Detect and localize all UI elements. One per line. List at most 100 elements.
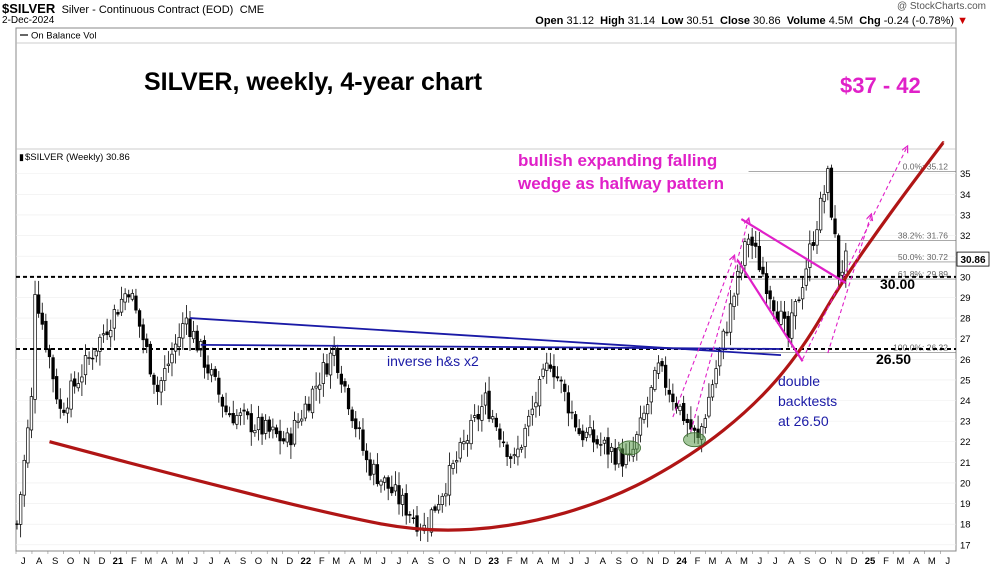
- high-label: High: [600, 15, 625, 27]
- y-tick-label: 21: [960, 458, 971, 469]
- last-price-tag-label: 30.86: [960, 255, 985, 266]
- candle-body: [455, 460, 459, 463]
- candle-body: [808, 243, 812, 268]
- candle-body: [238, 412, 243, 416]
- x-tick-label: A: [788, 556, 795, 567]
- candle-body: [491, 416, 495, 420]
- candle-body: [181, 323, 185, 339]
- chart-header-symbol: $SILVER Silver - Continuous Contract (EO…: [2, 1, 264, 16]
- x-tick-label: D: [662, 556, 669, 567]
- candle-body: [552, 365, 556, 378]
- candle-body: [357, 427, 362, 429]
- candle-body: [429, 509, 434, 533]
- candle-body: [750, 236, 754, 246]
- candle-body: [206, 364, 210, 374]
- candle-body: [591, 429, 596, 443]
- candle-body: [501, 441, 506, 444]
- indicator-legend: On Balance Vol: [31, 31, 97, 42]
- candle-body: [361, 429, 365, 451]
- fib-level-label: 100.0%: 26.32: [893, 343, 948, 353]
- candle-body: [37, 294, 41, 314]
- candle-body: [271, 426, 275, 431]
- down-triangle-icon: ▼: [957, 15, 968, 27]
- candle-body: [123, 293, 127, 303]
- candle-body: [761, 266, 765, 275]
- candle-body: [494, 417, 498, 428]
- candle-body: [523, 427, 527, 447]
- x-tick-label: A: [600, 556, 607, 567]
- candle-body: [397, 485, 401, 505]
- candle-body: [509, 456, 513, 459]
- x-tick-label: O: [819, 556, 826, 567]
- candle-body: [818, 197, 823, 231]
- close-value: 30.86: [753, 15, 781, 27]
- x-tick-label: 22: [301, 556, 312, 567]
- candle-body: [65, 407, 70, 414]
- ohlc-readout: Open 31.12 High 31.14 Low 30.51 Close 30…: [535, 15, 968, 27]
- open-label: Open: [535, 15, 564, 27]
- y-tick-label: 24: [960, 396, 971, 407]
- candle-body: [436, 504, 441, 511]
- wedge-upper-line: [740, 218, 847, 284]
- candle-body: [685, 418, 689, 423]
- candle-body: [581, 430, 585, 441]
- candle-body: [836, 235, 841, 278]
- candle-body: [609, 446, 614, 452]
- y-tick-label: 35: [960, 169, 971, 180]
- candle-body: [26, 427, 30, 464]
- level-30-label: 30.00: [880, 276, 915, 292]
- candle-body: [570, 411, 574, 414]
- candle-body: [664, 364, 668, 388]
- x-tick-label: O: [67, 556, 74, 567]
- x-tick-label: J: [381, 556, 386, 567]
- candle-body: [285, 432, 289, 443]
- open-value: 31.12: [566, 15, 594, 27]
- x-tick-label: M: [740, 556, 748, 567]
- candle-body: [220, 396, 225, 407]
- exchange: CME: [239, 4, 265, 16]
- candle-body: [811, 242, 816, 246]
- x-tick-label: J: [397, 556, 402, 567]
- candle-body: [260, 416, 264, 435]
- candle-body: [364, 450, 369, 461]
- candle-body: [833, 218, 837, 235]
- candle-body: [537, 378, 542, 407]
- x-tick-label: D: [474, 556, 481, 567]
- x-tick-label: O: [443, 556, 450, 567]
- candle-body: [127, 294, 131, 298]
- candle-body: [328, 352, 333, 376]
- candle-body: [512, 454, 516, 457]
- candle-body: [195, 330, 199, 351]
- x-tick-label: 24: [676, 556, 687, 567]
- candle-body: [505, 444, 509, 457]
- candle-body: [692, 427, 697, 431]
- candle-body: [47, 348, 52, 358]
- y-tick-label: 32: [960, 231, 971, 242]
- x-tick-label: J: [569, 556, 574, 567]
- x-tick-label: M: [176, 556, 184, 567]
- candle-body: [314, 385, 318, 389]
- candle-body: [163, 368, 167, 381]
- candle-body: [480, 406, 484, 421]
- x-tick-label: J: [21, 556, 26, 567]
- candle-body: [656, 362, 661, 374]
- candle-body: [595, 439, 599, 445]
- last-price-tag: [956, 251, 990, 267]
- candle-body: [469, 420, 473, 445]
- candle-body: [375, 464, 380, 485]
- candle-body: [350, 409, 354, 422]
- target-annotation: $37 - 42: [840, 73, 921, 98]
- candle-body: [217, 377, 221, 395]
- x-tick-label: N: [459, 556, 466, 567]
- candle-body: [573, 414, 578, 428]
- candle-body: [743, 241, 747, 266]
- y-tick-label: 17: [960, 540, 971, 551]
- y-tick-label: 33: [960, 210, 971, 221]
- candle-body: [191, 330, 196, 340]
- candle-body: [184, 317, 189, 325]
- candle-body: [101, 333, 106, 336]
- candle-body: [137, 310, 142, 327]
- candle-body: [725, 331, 729, 334]
- y-tick-label: 22: [960, 437, 971, 448]
